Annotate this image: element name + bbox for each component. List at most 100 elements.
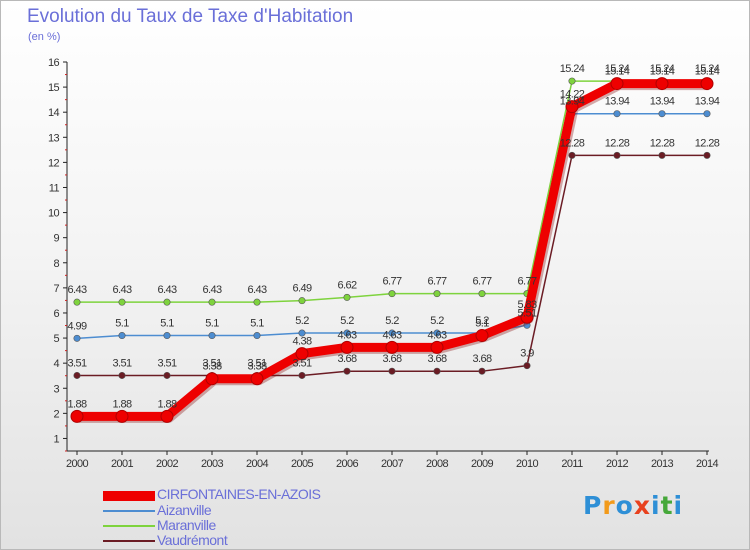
- data-label: 6.77: [517, 276, 536, 288]
- x-tick-label: 2010: [516, 458, 539, 470]
- data-label: 12.28: [605, 137, 630, 149]
- series-point: [343, 329, 351, 337]
- data-label: 5.1: [115, 318, 129, 330]
- series-point: [520, 310, 534, 324]
- series-point: [208, 298, 216, 306]
- data-label: 5.1: [475, 318, 489, 330]
- series-point: [613, 151, 621, 159]
- data-label: 15.14: [695, 66, 720, 78]
- x-tick-label: 2006: [336, 458, 359, 470]
- y-tick-label: 14: [48, 107, 60, 119]
- x-tick-label: 2013: [651, 458, 674, 470]
- series-point: [343, 293, 351, 301]
- data-label: 5.2: [295, 315, 309, 327]
- series-point: [703, 151, 711, 159]
- data-label: 3.38: [247, 361, 266, 373]
- legend-swatch-aizanville: [103, 510, 155, 512]
- data-label: 12.28: [560, 137, 585, 149]
- y-tick-label: 4: [53, 358, 59, 370]
- series-point: [388, 290, 396, 298]
- legend-swatch-maranville: [103, 525, 155, 527]
- data-label: 6.77: [472, 276, 491, 288]
- series-point: [70, 409, 84, 423]
- series-point: [523, 362, 531, 370]
- series-point: [343, 367, 351, 375]
- data-label: 15.24: [650, 63, 675, 75]
- x-tick-label: 2001: [111, 458, 134, 470]
- series-point: [433, 329, 441, 337]
- data-label: 5.2: [340, 315, 354, 327]
- data-label: 1.88: [112, 398, 131, 410]
- logo-letter: P: [583, 491, 603, 520]
- data-label: 1.88: [157, 398, 176, 410]
- data-label: 6.43: [202, 284, 221, 296]
- y-tick-label: 7: [53, 283, 59, 295]
- series-point: [433, 290, 441, 298]
- y-tick-label: 12: [48, 157, 60, 169]
- data-label: 5.2: [385, 315, 399, 327]
- data-label: 4.63: [337, 329, 356, 341]
- logo-letter: i: [651, 491, 661, 520]
- series-point: [433, 367, 441, 375]
- series-point: [340, 340, 354, 354]
- data-label: 15.14: [650, 66, 675, 78]
- series-point: [610, 77, 624, 91]
- series-point: [73, 371, 81, 379]
- data-label: 6.43: [67, 284, 86, 296]
- series-point: [388, 367, 396, 375]
- series-point: [475, 329, 489, 343]
- series-point: [295, 347, 309, 361]
- series-point: [253, 332, 261, 340]
- series-point: [118, 371, 126, 379]
- x-tick-label: 2000: [66, 458, 89, 470]
- data-label: 3.38: [202, 361, 221, 373]
- data-label: 4.38: [292, 336, 311, 348]
- legend-label-cirfontaines: CIRFONTAINES-EN-AZOIS: [157, 486, 321, 502]
- x-tick-label: 2007: [381, 458, 404, 470]
- series-point: [613, 110, 621, 118]
- logo-letter: x: [633, 491, 651, 520]
- data-label: 13.94: [695, 96, 720, 108]
- data-label: 12.28: [650, 137, 675, 149]
- series-point: [163, 298, 171, 306]
- data-label: 15.24: [560, 63, 585, 75]
- y-tick-label: 1: [53, 433, 59, 445]
- data-label: 13.94: [605, 96, 630, 108]
- series-point: [253, 298, 261, 306]
- y-tick-label: 2: [53, 408, 59, 420]
- chart-unit-subtitle: (en %): [28, 31, 61, 43]
- data-label: 3.51: [112, 357, 131, 369]
- series-point: [163, 332, 171, 340]
- data-label: 3.9: [520, 348, 534, 360]
- data-label: 6.77: [382, 276, 401, 288]
- legend-swatch-cirfontaines: [103, 491, 155, 501]
- x-tick-label: 2005: [291, 458, 314, 470]
- y-tick-label: 5: [53, 333, 59, 345]
- data-label: 6.62: [337, 279, 356, 291]
- logo-letter: i: [673, 491, 684, 520]
- data-label: 6.49: [292, 283, 311, 295]
- series-point: [163, 371, 171, 379]
- data-label: 1.88: [67, 398, 86, 410]
- y-tick-label: 8: [53, 258, 59, 270]
- chart-title: Evolution du Taux de Taxe d'Habitation: [27, 6, 354, 27]
- y-tick-label: 6: [53, 308, 59, 320]
- series-point: [208, 332, 216, 340]
- series-point: [250, 372, 264, 386]
- series-point: [118, 332, 126, 340]
- series-point: [385, 340, 399, 354]
- logo-letter: r: [602, 491, 616, 520]
- series-point: [700, 77, 714, 91]
- series-point: [298, 329, 306, 337]
- data-label: 13.94: [560, 96, 585, 108]
- data-label: 3.68: [337, 353, 356, 365]
- x-tick-label: 2014: [696, 458, 719, 470]
- data-label: 12.28: [695, 137, 720, 149]
- x-tick-label: 2008: [426, 458, 449, 470]
- series-point: [565, 100, 579, 114]
- series-point: [73, 298, 81, 306]
- y-tick-label: 13: [48, 132, 60, 144]
- data-label: 5.1: [250, 318, 264, 330]
- series-point: [568, 77, 576, 85]
